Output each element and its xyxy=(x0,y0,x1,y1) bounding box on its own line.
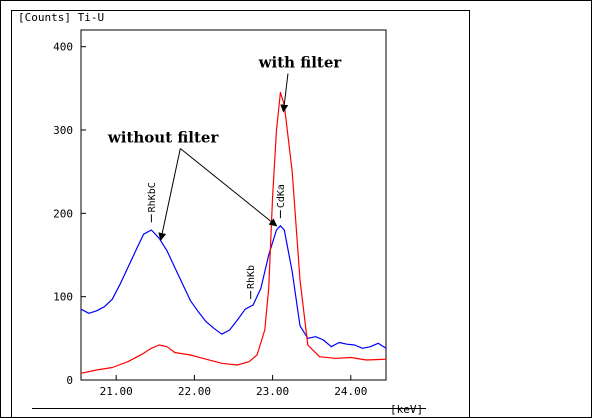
x-axis-unit: [keV] xyxy=(390,403,423,416)
y-tick-label: 400 xyxy=(53,41,73,54)
series-line-1 xyxy=(80,91,387,374)
arrow-with-filter xyxy=(280,73,289,113)
series-line-0 xyxy=(80,225,387,349)
peak-label: CdKa xyxy=(276,184,287,208)
x-tick-label: 22.00 xyxy=(178,385,211,398)
y-tick-label: 100 xyxy=(53,291,73,304)
y-tick-label: 200 xyxy=(53,207,73,220)
y-tick-label: 0 xyxy=(66,374,73,387)
annotations: with filter without filter xyxy=(107,54,343,241)
chart-title: [Counts] Ti-U xyxy=(18,11,104,24)
peak-label: RhKb xyxy=(246,265,257,289)
arrow-without-filter-left xyxy=(158,148,181,241)
x-tick-label: 24.00 xyxy=(334,385,367,398)
x-axis: 21.00 22.00 23.00 24.00 xyxy=(100,375,367,398)
x-tick-label: 23.00 xyxy=(256,385,289,398)
annotation-without-filter: without filter xyxy=(107,129,220,147)
annotation-with-filter: with filter xyxy=(258,54,343,72)
plot-area xyxy=(80,29,387,381)
chart-panel-border xyxy=(11,10,470,418)
y-tick-label: 300 xyxy=(53,124,73,137)
peak-labels: RhKbC RhKb CdKa xyxy=(147,182,287,299)
y-axis: 0 100 200 300 400 xyxy=(53,41,86,387)
arrow-without-filter-right xyxy=(180,148,278,227)
peak-label: RhKbC xyxy=(147,182,158,212)
x-tick-label: 21.00 xyxy=(100,385,133,398)
series-layer xyxy=(80,91,387,374)
